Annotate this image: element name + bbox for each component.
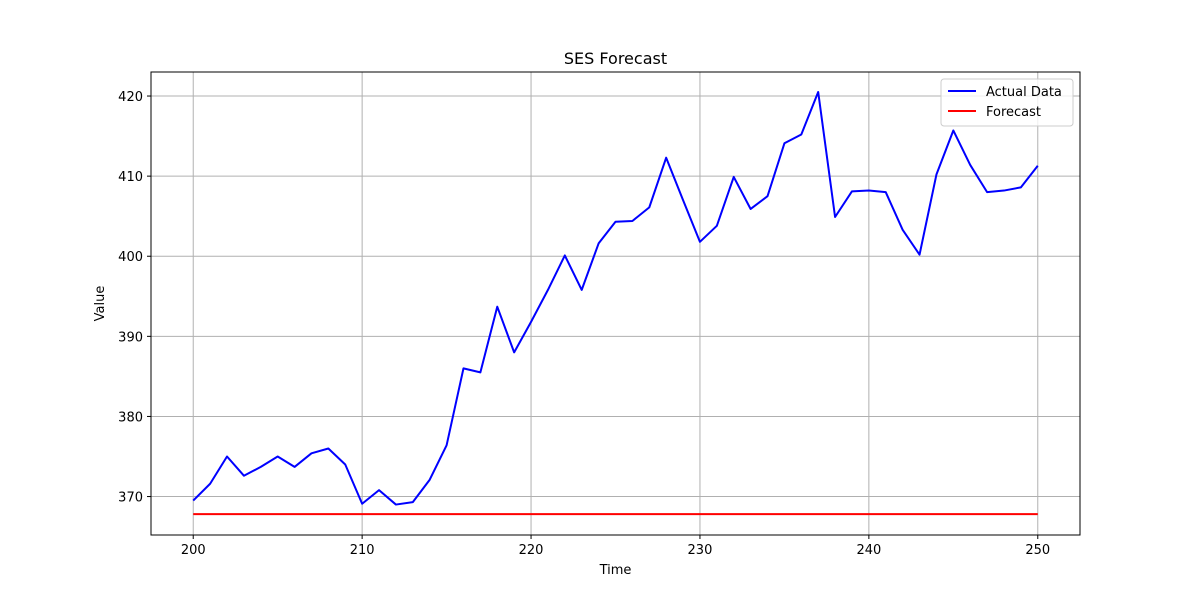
x-tick-label: 250 (1025, 543, 1050, 558)
x-axis-label: Time (599, 563, 632, 578)
y-tick-label: 400 (118, 250, 143, 265)
y-tick-label: 380 (118, 410, 143, 425)
x-tick-label: 230 (688, 543, 713, 558)
series-line-actual-data (192, 91, 1039, 506)
x-tick-label: 220 (519, 543, 544, 558)
x-tick-label: 210 (350, 543, 375, 558)
x-tick-label: 200 (181, 543, 206, 558)
legend: Actual Data Forecast (940, 78, 1074, 127)
grid-lines (151, 72, 1080, 535)
tick-group: 200 210 220 230 240 250 370 380 390 400 410 420 (118, 90, 1050, 558)
y-tick-label: 370 (118, 491, 143, 506)
legend-label-forecast: Forecast (986, 105, 1041, 120)
series-group (192, 91, 1039, 516)
x-tick-label: 240 (856, 543, 881, 558)
y-axis-label: Value (93, 286, 108, 322)
plot-frame (150, 71, 1081, 536)
y-tick-label: 390 (118, 330, 143, 345)
chart-title: SES Forecast (564, 49, 667, 68)
legend-label-actual-data: Actual Data (986, 85, 1062, 100)
y-tick-label: 410 (118, 170, 143, 185)
y-tick-label: 420 (118, 90, 143, 105)
